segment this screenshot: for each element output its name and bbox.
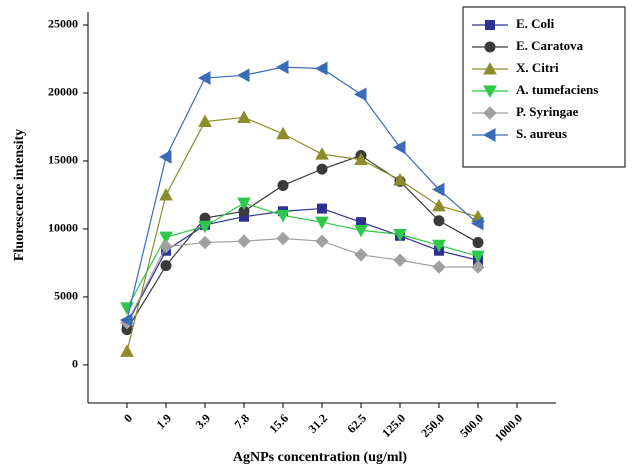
marker	[276, 209, 290, 223]
marker	[432, 198, 446, 212]
y-tick-label: 25000	[48, 17, 78, 31]
marker	[275, 60, 289, 74]
marker	[393, 228, 407, 242]
legend-marker	[483, 106, 497, 120]
marker	[159, 187, 173, 201]
series-line	[126, 207, 479, 325]
series-line	[126, 237, 478, 324]
marker	[198, 220, 212, 234]
marker	[197, 71, 211, 85]
marker	[198, 114, 212, 128]
marker	[119, 313, 133, 327]
legend-marker	[482, 128, 496, 142]
x-tick-label: 7.8	[232, 411, 253, 432]
marker	[158, 150, 172, 164]
x-tick-label: 15.6	[266, 411, 291, 436]
legend-label: E. Caratova	[516, 38, 584, 53]
marker	[433, 215, 445, 227]
marker	[393, 172, 407, 186]
marker	[314, 61, 328, 76]
series-line	[126, 66, 479, 321]
marker	[159, 231, 173, 245]
legend-label: S. aureus	[516, 126, 567, 141]
legend-marker	[485, 20, 495, 30]
y-tick-label: 5000	[54, 289, 78, 303]
marker	[276, 126, 290, 140]
series-line	[126, 116, 479, 352]
marker	[431, 182, 445, 197]
x-tick-label: 62.5	[344, 411, 369, 436]
legend-label: P. Syringae	[516, 104, 579, 119]
x-tick-label: 125.0	[379, 411, 408, 440]
marker	[470, 216, 484, 231]
marker	[159, 239, 173, 254]
y-tick-label: 20000	[48, 85, 78, 99]
x-axis-label: AgNPs concentration (ug/ml)	[233, 450, 408, 465]
series-line	[126, 202, 479, 309]
x-tick-label: 1.9	[154, 411, 175, 432]
marker	[315, 216, 329, 230]
marker	[317, 203, 327, 214]
marker	[276, 231, 290, 246]
legend-label: A. tumefaciens	[516, 82, 598, 97]
marker	[237, 110, 251, 123]
marker	[471, 250, 485, 264]
marker	[315, 234, 329, 248]
marker	[471, 260, 485, 274]
marker	[277, 179, 289, 191]
marker	[354, 248, 368, 262]
marker	[392, 140, 406, 155]
x-tick-label: 31.2	[305, 411, 330, 436]
x-tick-label: 250.0	[418, 411, 447, 440]
x-tick-label: 0	[121, 411, 135, 425]
x-tick-label: 1000.0	[492, 411, 525, 444]
legend-marker	[483, 85, 497, 99]
marker	[354, 152, 368, 166]
marker	[315, 147, 329, 160]
marker	[237, 197, 251, 211]
x-tick-label: 3.9	[193, 411, 214, 432]
marker	[198, 235, 212, 250]
marker	[432, 260, 446, 274]
marker	[472, 237, 484, 249]
marker	[237, 234, 251, 248]
marker	[316, 163, 328, 175]
marker	[393, 253, 407, 267]
marker	[354, 224, 368, 238]
legend-marker	[483, 61, 497, 75]
marker	[353, 87, 367, 102]
y-tick-label: 15000	[48, 153, 78, 167]
series-line	[126, 154, 479, 330]
y-axis-label: Fluorescence intensity	[12, 129, 27, 261]
marker	[432, 239, 446, 253]
y-tick-label: 0	[72, 357, 78, 371]
y-tick-label: 10000	[48, 221, 78, 235]
legend-label: E. Coli	[516, 16, 555, 31]
legend-label: X. Citri	[516, 60, 559, 75]
marker	[236, 68, 250, 83]
marker	[160, 260, 172, 272]
marker	[120, 344, 134, 357]
x-tick-label: 500.0	[457, 411, 486, 440]
legend-marker	[484, 41, 496, 53]
